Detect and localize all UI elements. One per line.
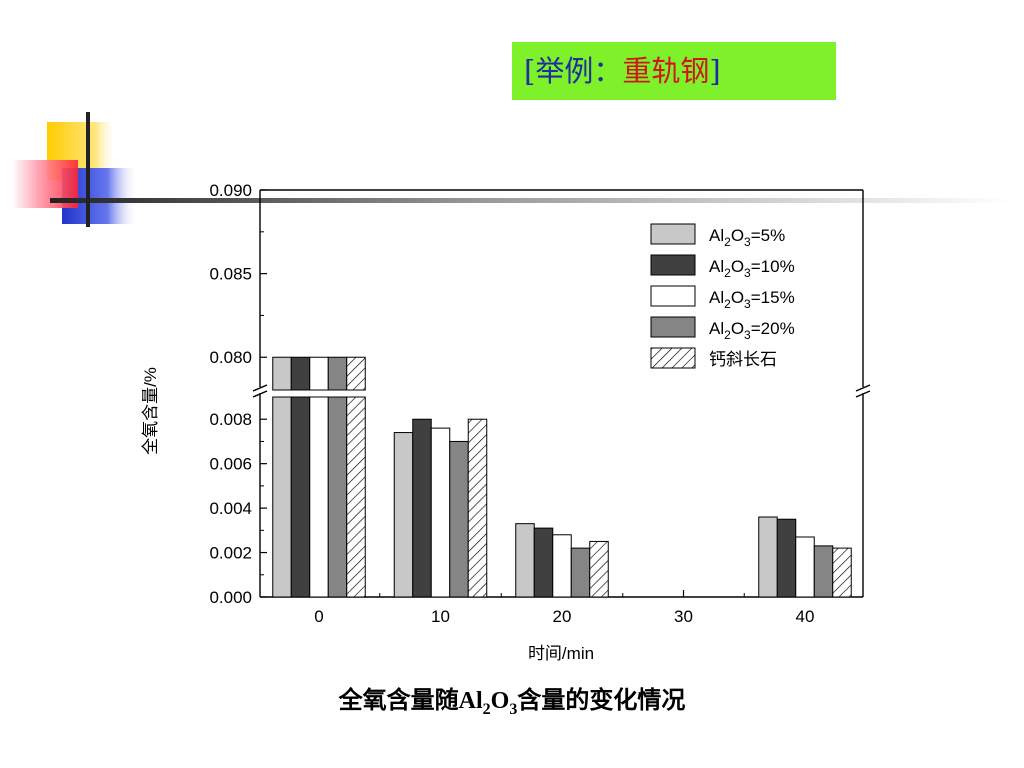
title-suffix: ]: [709, 54, 721, 88]
axis-break-mark: [252, 384, 268, 392]
slide-decoration: [12, 112, 1010, 227]
bar: [449, 440, 469, 598]
y-tick-label: 0.008: [209, 410, 252, 429]
decor-vertical-line: [86, 112, 90, 227]
caption-sub-2: 3: [509, 700, 518, 718]
x-tick-label: 20: [553, 607, 572, 626]
x-tick-label: 30: [674, 607, 693, 626]
legend-swatch: [650, 316, 696, 338]
y-tick-label: 0.006: [209, 455, 252, 474]
bar: [832, 547, 852, 598]
caption-part-c: 含量的变化情况: [517, 688, 686, 714]
bar-upper-segment: [327, 356, 348, 391]
bar: [776, 518, 797, 598]
bar-upper-segment: [309, 356, 329, 391]
figure-caption: 全氧含量随Al2O3含量的变化情况: [0, 680, 1024, 719]
y-tick-label: 0.000: [209, 588, 252, 607]
y-tick-label: 0.080: [209, 348, 252, 367]
bar-chart: 0.000 0.002 0.004 0.006 0.008 0.080 0.085 0.090…: [141, 181, 871, 663]
bar: [412, 418, 432, 598]
caption-part-a: 全氧含量随Al: [338, 688, 483, 714]
bar: [570, 547, 591, 598]
bar: [758, 516, 778, 598]
caption-part-b: O: [490, 688, 510, 714]
bar: [813, 545, 834, 598]
y-tick-label: 0.090: [209, 181, 252, 200]
y-tick-label: 0.085: [209, 265, 252, 284]
x-tick-label: 10: [431, 607, 450, 626]
bar: [515, 523, 535, 598]
legend-label: Al2O3=5%: [709, 226, 785, 249]
bar-upper-segment: [272, 356, 292, 391]
legend-swatch: [650, 223, 696, 245]
bar: [552, 534, 572, 598]
axis-break-mark: [855, 384, 871, 392]
bar-upper-segment: [346, 356, 366, 391]
bar: [309, 396, 329, 598]
decor-horizontal-line: [50, 198, 1010, 203]
x-tick-label: 0: [314, 607, 323, 626]
x-tick-label: 40: [796, 607, 815, 626]
caption-sub-1: 2: [482, 700, 491, 718]
bar: [327, 396, 348, 598]
bar: [430, 427, 451, 598]
bar: [346, 396, 366, 598]
axis-break-mark: [855, 390, 871, 398]
bar: [393, 432, 414, 598]
bar: [795, 536, 815, 598]
legend-label: 钙斜长石: [709, 350, 777, 369]
x-axis-title: 时间/min: [528, 644, 594, 663]
y-tick-label: 0.002: [209, 544, 252, 563]
legend-label: Al2O3=10%: [709, 257, 795, 280]
bar: [272, 396, 292, 598]
legend-swatch: [650, 347, 696, 369]
slide-title: [举例：重轨钢]: [512, 42, 836, 100]
bar-upper-segment: [290, 356, 311, 391]
bar: [467, 418, 488, 598]
axis-break-mark: [252, 390, 268, 398]
bar: [290, 396, 311, 598]
bar: [589, 540, 609, 598]
legend-swatch: [650, 254, 696, 276]
title-prefix: [举例：: [524, 54, 623, 88]
bar: [533, 527, 554, 598]
y-axis-title: 全氧含量/%: [141, 367, 160, 455]
legend-label: Al2O3=15%: [709, 288, 795, 311]
legend-swatch: [650, 285, 696, 307]
title-main: 重轨钢: [622, 54, 710, 88]
legend-label: Al2O3=20%: [709, 319, 795, 342]
y-tick-label: 0.004: [209, 499, 252, 518]
